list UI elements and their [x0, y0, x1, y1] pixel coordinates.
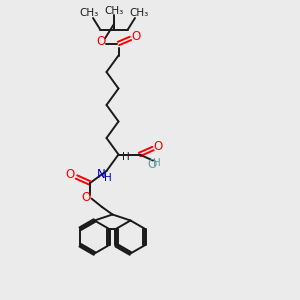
Text: O: O	[66, 168, 75, 181]
Text: H: H	[122, 152, 129, 162]
Text: H: H	[153, 158, 160, 168]
Text: O: O	[131, 29, 140, 43]
Text: O: O	[154, 140, 163, 153]
Text: O: O	[147, 158, 156, 171]
Text: CH₃: CH₃	[80, 8, 99, 19]
Text: N: N	[97, 167, 106, 181]
Text: CH₃: CH₃	[129, 8, 148, 19]
Text: H: H	[104, 172, 112, 183]
Text: O: O	[97, 35, 106, 48]
Text: O: O	[82, 191, 91, 204]
Text: CH₃: CH₃	[104, 5, 124, 16]
